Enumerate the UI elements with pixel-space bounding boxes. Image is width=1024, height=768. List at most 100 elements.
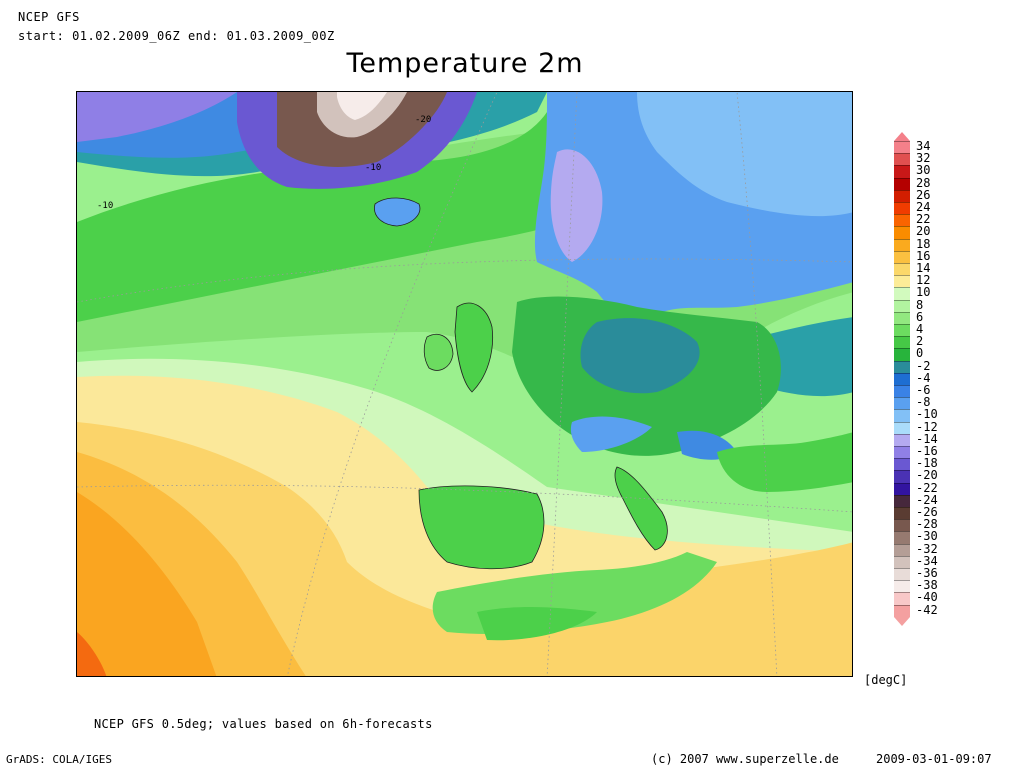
legend-label: 8: [916, 297, 924, 312]
legend-label: 20: [916, 224, 931, 239]
legend-swatch: [894, 299, 910, 313]
legend-swatch: [894, 409, 910, 423]
legend-swatch: [894, 165, 910, 179]
legend-label: -20: [916, 468, 938, 483]
legend-swatch: [894, 604, 910, 618]
unit-label: [degC]: [864, 673, 908, 687]
legend-label: 30: [916, 163, 931, 178]
legend-label: 14: [916, 261, 931, 275]
balkans-turkey: [717, 432, 852, 492]
temperature-field: -20 -10 -10: [77, 92, 852, 676]
legend-swatch: [894, 543, 910, 557]
legend-swatch: [894, 177, 910, 191]
legend-label: -10: [916, 407, 938, 422]
iberia: [418, 485, 545, 570]
band-minus16: [77, 92, 237, 142]
legend-swatch: [894, 141, 910, 154]
legend-swatch: [894, 507, 910, 520]
greenland-core: [337, 92, 387, 120]
legend-label: -14: [916, 431, 938, 446]
band-20: [77, 632, 107, 676]
longitude-line: [546, 92, 578, 676]
legend-label: -2: [916, 358, 931, 373]
legend-label: -24: [916, 492, 938, 507]
legend-swatch: [894, 421, 910, 435]
legend-label: -42: [916, 602, 938, 617]
legend-label: 34: [916, 139, 931, 153]
legend-label: 16: [916, 248, 931, 263]
legend-label: -18: [916, 456, 938, 471]
legend-swatch: [894, 372, 910, 386]
copyright-label: (c) 2007 www.superzelle.de: [651, 752, 839, 766]
legend-swatch: [894, 287, 910, 301]
legend-label: 26: [916, 187, 931, 202]
temperature-map: -20 -10 -10: [76, 91, 853, 677]
legend-label: -8: [916, 395, 931, 410]
legend-label: -40: [916, 590, 938, 605]
legend-label: -22: [916, 480, 938, 495]
contour-label: -10: [365, 163, 381, 173]
legend-label: -32: [916, 541, 938, 556]
software-credit: GrADS: COLA/IGES: [6, 753, 112, 766]
legend-label: -4: [916, 370, 931, 385]
data-note: NCEP GFS 0.5deg; values based on 6h-fore…: [94, 717, 433, 731]
legend-swatch: [894, 555, 910, 569]
legend-label: 32: [916, 151, 931, 166]
contour-label: -10: [97, 201, 113, 211]
legend-swatch: [894, 531, 910, 545]
legend-label: -12: [916, 419, 938, 434]
longitude-line: [736, 92, 778, 676]
legend-label: 6: [916, 309, 924, 324]
model-source-label: NCEP GFS: [18, 10, 80, 24]
italy: [614, 466, 668, 551]
legend-bottom-arrow: [894, 616, 910, 626]
legend-label: 28: [916, 175, 931, 190]
north-cold: [637, 92, 852, 217]
legend-label: -26: [916, 505, 938, 519]
legend-swatch: [894, 482, 910, 496]
legend-swatch: [894, 397, 910, 410]
legend-swatch: [894, 433, 910, 447]
legend-label: -30: [916, 529, 938, 544]
legend-swatch: [894, 494, 910, 508]
legend-swatch: [894, 311, 910, 325]
longitude-line: [287, 92, 498, 676]
germany-poland: [580, 318, 700, 394]
legend-label: -28: [916, 517, 938, 532]
alps: [570, 416, 652, 452]
map-title: Temperature 2m: [346, 48, 584, 79]
legend-label: -36: [916, 566, 938, 580]
forecast-period-label: start: 01.02.2009_06Z end: 01.03.2009_00…: [18, 29, 335, 43]
legend-swatch: [894, 519, 910, 532]
legend-swatch: [894, 580, 910, 593]
legend-swatch: [894, 458, 910, 471]
legend-label: 10: [916, 285, 931, 300]
timestamp-label: 2009-03-01-09:07: [876, 752, 992, 766]
legend-swatch: [894, 336, 910, 349]
legend-label: -6: [916, 383, 931, 397]
band-east-warm: [677, 542, 852, 612]
legend-swatch: [894, 214, 910, 227]
legend-swatch: [894, 360, 910, 374]
band-2: [77, 92, 637, 322]
iceland: [374, 197, 421, 227]
legend-swatch: [894, 324, 910, 337]
legend-label: 4: [916, 322, 924, 336]
legend-label: 12: [916, 273, 931, 288]
legend-label: 22: [916, 212, 931, 227]
legend-label: 18: [916, 236, 931, 251]
norway-mountains: [550, 149, 603, 262]
legend-label: -34: [916, 553, 938, 568]
legend-swatch: [894, 250, 910, 264]
legend-swatch: [894, 470, 910, 484]
legend-label: -38: [916, 578, 938, 593]
legend-swatch: [894, 202, 910, 215]
legend-swatch: [894, 226, 910, 240]
legend-swatch: [894, 153, 910, 166]
legend-swatch: [894, 238, 910, 252]
legend-label: 2: [916, 334, 924, 349]
legend-label: 24: [916, 200, 931, 214]
legend-label: -16: [916, 444, 938, 458]
atlas-highlands: [477, 607, 597, 641]
legend-swatch: [894, 189, 910, 203]
